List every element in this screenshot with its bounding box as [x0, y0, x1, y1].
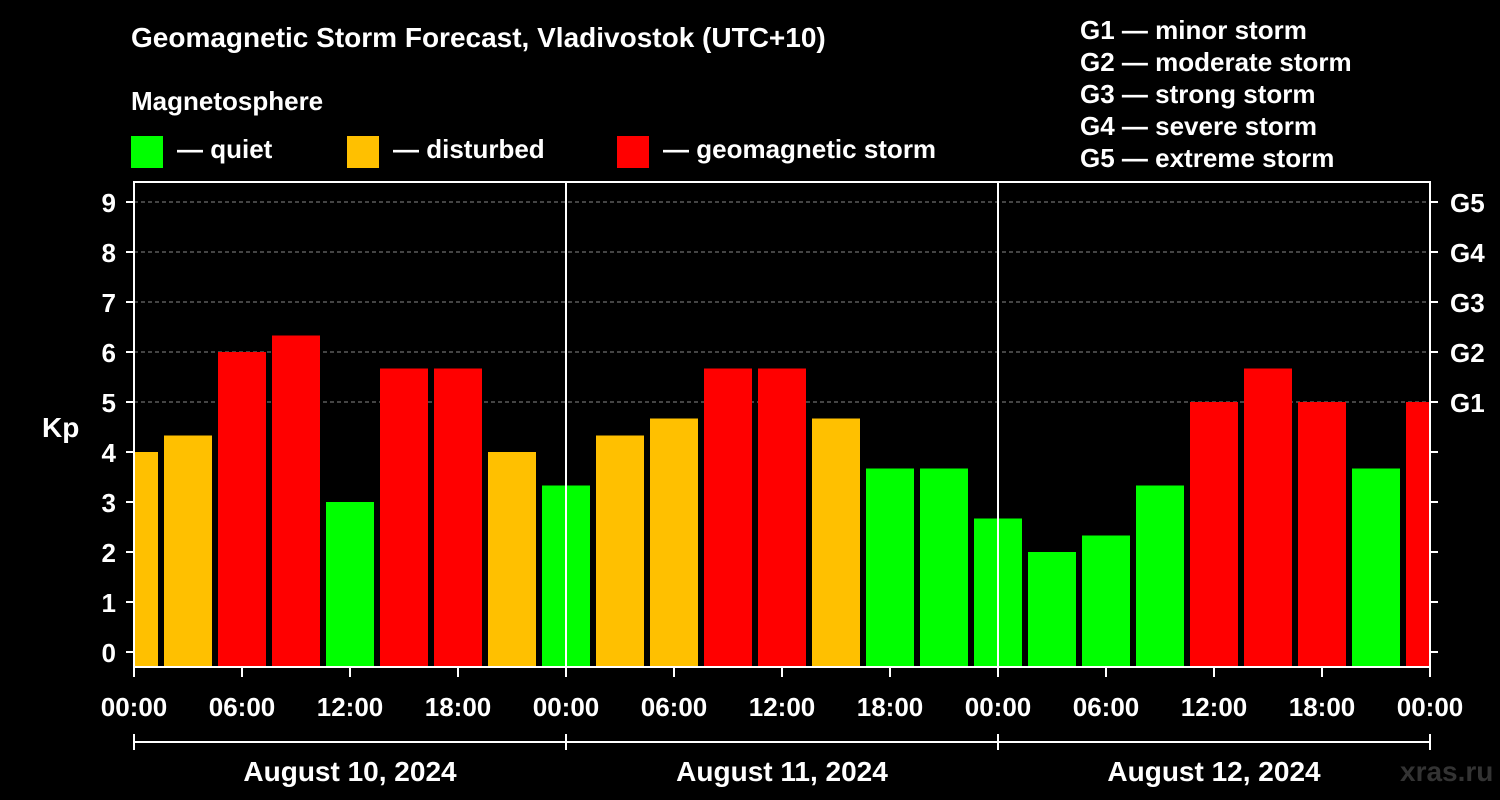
- x-tick-label: 00:00: [1397, 692, 1464, 722]
- kp-bar: [326, 502, 374, 667]
- kp-bar: [434, 368, 482, 667]
- x-tick-label: 12:00: [1181, 692, 1248, 722]
- x-tick-label: 12:00: [317, 692, 384, 722]
- y-tick-label: 2: [102, 538, 116, 568]
- kp-bar: [1244, 368, 1292, 667]
- kp-bar: [218, 352, 266, 667]
- kp-bar: [1352, 468, 1400, 667]
- kp-bar: [650, 418, 698, 667]
- storm-level-tick-label: G3: [1450, 288, 1485, 318]
- y-tick-label: 9: [102, 188, 116, 218]
- legend-heading: Magnetosphere: [131, 86, 324, 116]
- x-tick-label: 18:00: [857, 692, 924, 722]
- kp-bar: [164, 435, 212, 667]
- y-tick-label: 4: [102, 438, 117, 468]
- kp-bar: [488, 452, 536, 667]
- day-label: August 11, 2024: [676, 756, 888, 787]
- x-tick-label: 18:00: [425, 692, 492, 722]
- x-tick-label: 00:00: [101, 692, 168, 722]
- legend-label-storm: — geomagnetic storm: [663, 134, 937, 164]
- kp-bar: [758, 368, 806, 667]
- x-tick-label: 00:00: [965, 692, 1032, 722]
- kp-bar: [272, 335, 320, 667]
- x-tick-label: 00:00: [533, 692, 600, 722]
- kp-bar: [134, 452, 158, 667]
- legend-label-quiet: — quiet: [177, 134, 273, 164]
- storm-level-tick-label: G5: [1450, 188, 1485, 218]
- kp-bar: [1136, 485, 1184, 667]
- y-axis-label: Kp: [42, 412, 79, 443]
- legend-swatch-disturbed: [347, 136, 379, 168]
- y-tick-label: 8: [102, 238, 116, 268]
- y-tick-label: 6: [102, 338, 116, 368]
- storm-level-g5: G5 — extreme storm: [1080, 143, 1335, 173]
- kp-bar: [812, 418, 860, 667]
- x-tick-label: 06:00: [1073, 692, 1140, 722]
- kp-bar: [1406, 402, 1430, 667]
- y-tick-label: 1: [102, 588, 116, 618]
- kp-bar: [1082, 535, 1130, 667]
- y-tick-label: 0: [102, 638, 116, 668]
- storm-level-tick-label: G2: [1450, 338, 1485, 368]
- bars-group: [134, 335, 1430, 667]
- storm-level-g2: G2 — moderate storm: [1080, 47, 1352, 77]
- storm-level-g1: G1 — minor storm: [1080, 15, 1307, 45]
- watermark: xras.ru: [1400, 756, 1494, 787]
- legend-swatch-storm: [617, 136, 649, 168]
- x-tick-label: 18:00: [1289, 692, 1356, 722]
- legend-label-disturbed: — disturbed: [393, 134, 545, 164]
- x-tick-label: 06:00: [641, 692, 708, 722]
- day-label: August 12, 2024: [1107, 756, 1321, 787]
- kp-bar: [920, 468, 968, 667]
- storm-level-list: G1 — minor storm G2 — moderate storm G3 …: [1080, 14, 1352, 174]
- x-tick-label: 12:00: [749, 692, 816, 722]
- kp-bar: [596, 435, 644, 667]
- storm-level-tick-label: G1: [1450, 388, 1485, 418]
- day-label: August 10, 2024: [243, 756, 457, 787]
- y-tick-label: 3: [102, 488, 116, 518]
- chart-title: Geomagnetic Storm Forecast, Vladivostok …: [131, 22, 826, 53]
- kp-bar: [704, 368, 752, 667]
- kp-bar: [380, 368, 428, 667]
- storm-level-g4: G4 — severe storm: [1080, 111, 1318, 141]
- kp-bar: [1028, 552, 1076, 667]
- kp-bar: [866, 468, 914, 667]
- legend-swatch-quiet: [131, 136, 163, 168]
- storm-level-tick-label: G4: [1450, 238, 1485, 268]
- y-tick-label: 5: [102, 388, 116, 418]
- kp-bar: [1298, 402, 1346, 667]
- y-tick-label: 7: [102, 288, 116, 318]
- x-tick-label: 06:00: [209, 692, 276, 722]
- storm-level-g3: G3 — strong storm: [1080, 79, 1316, 109]
- kp-bar: [1190, 402, 1238, 667]
